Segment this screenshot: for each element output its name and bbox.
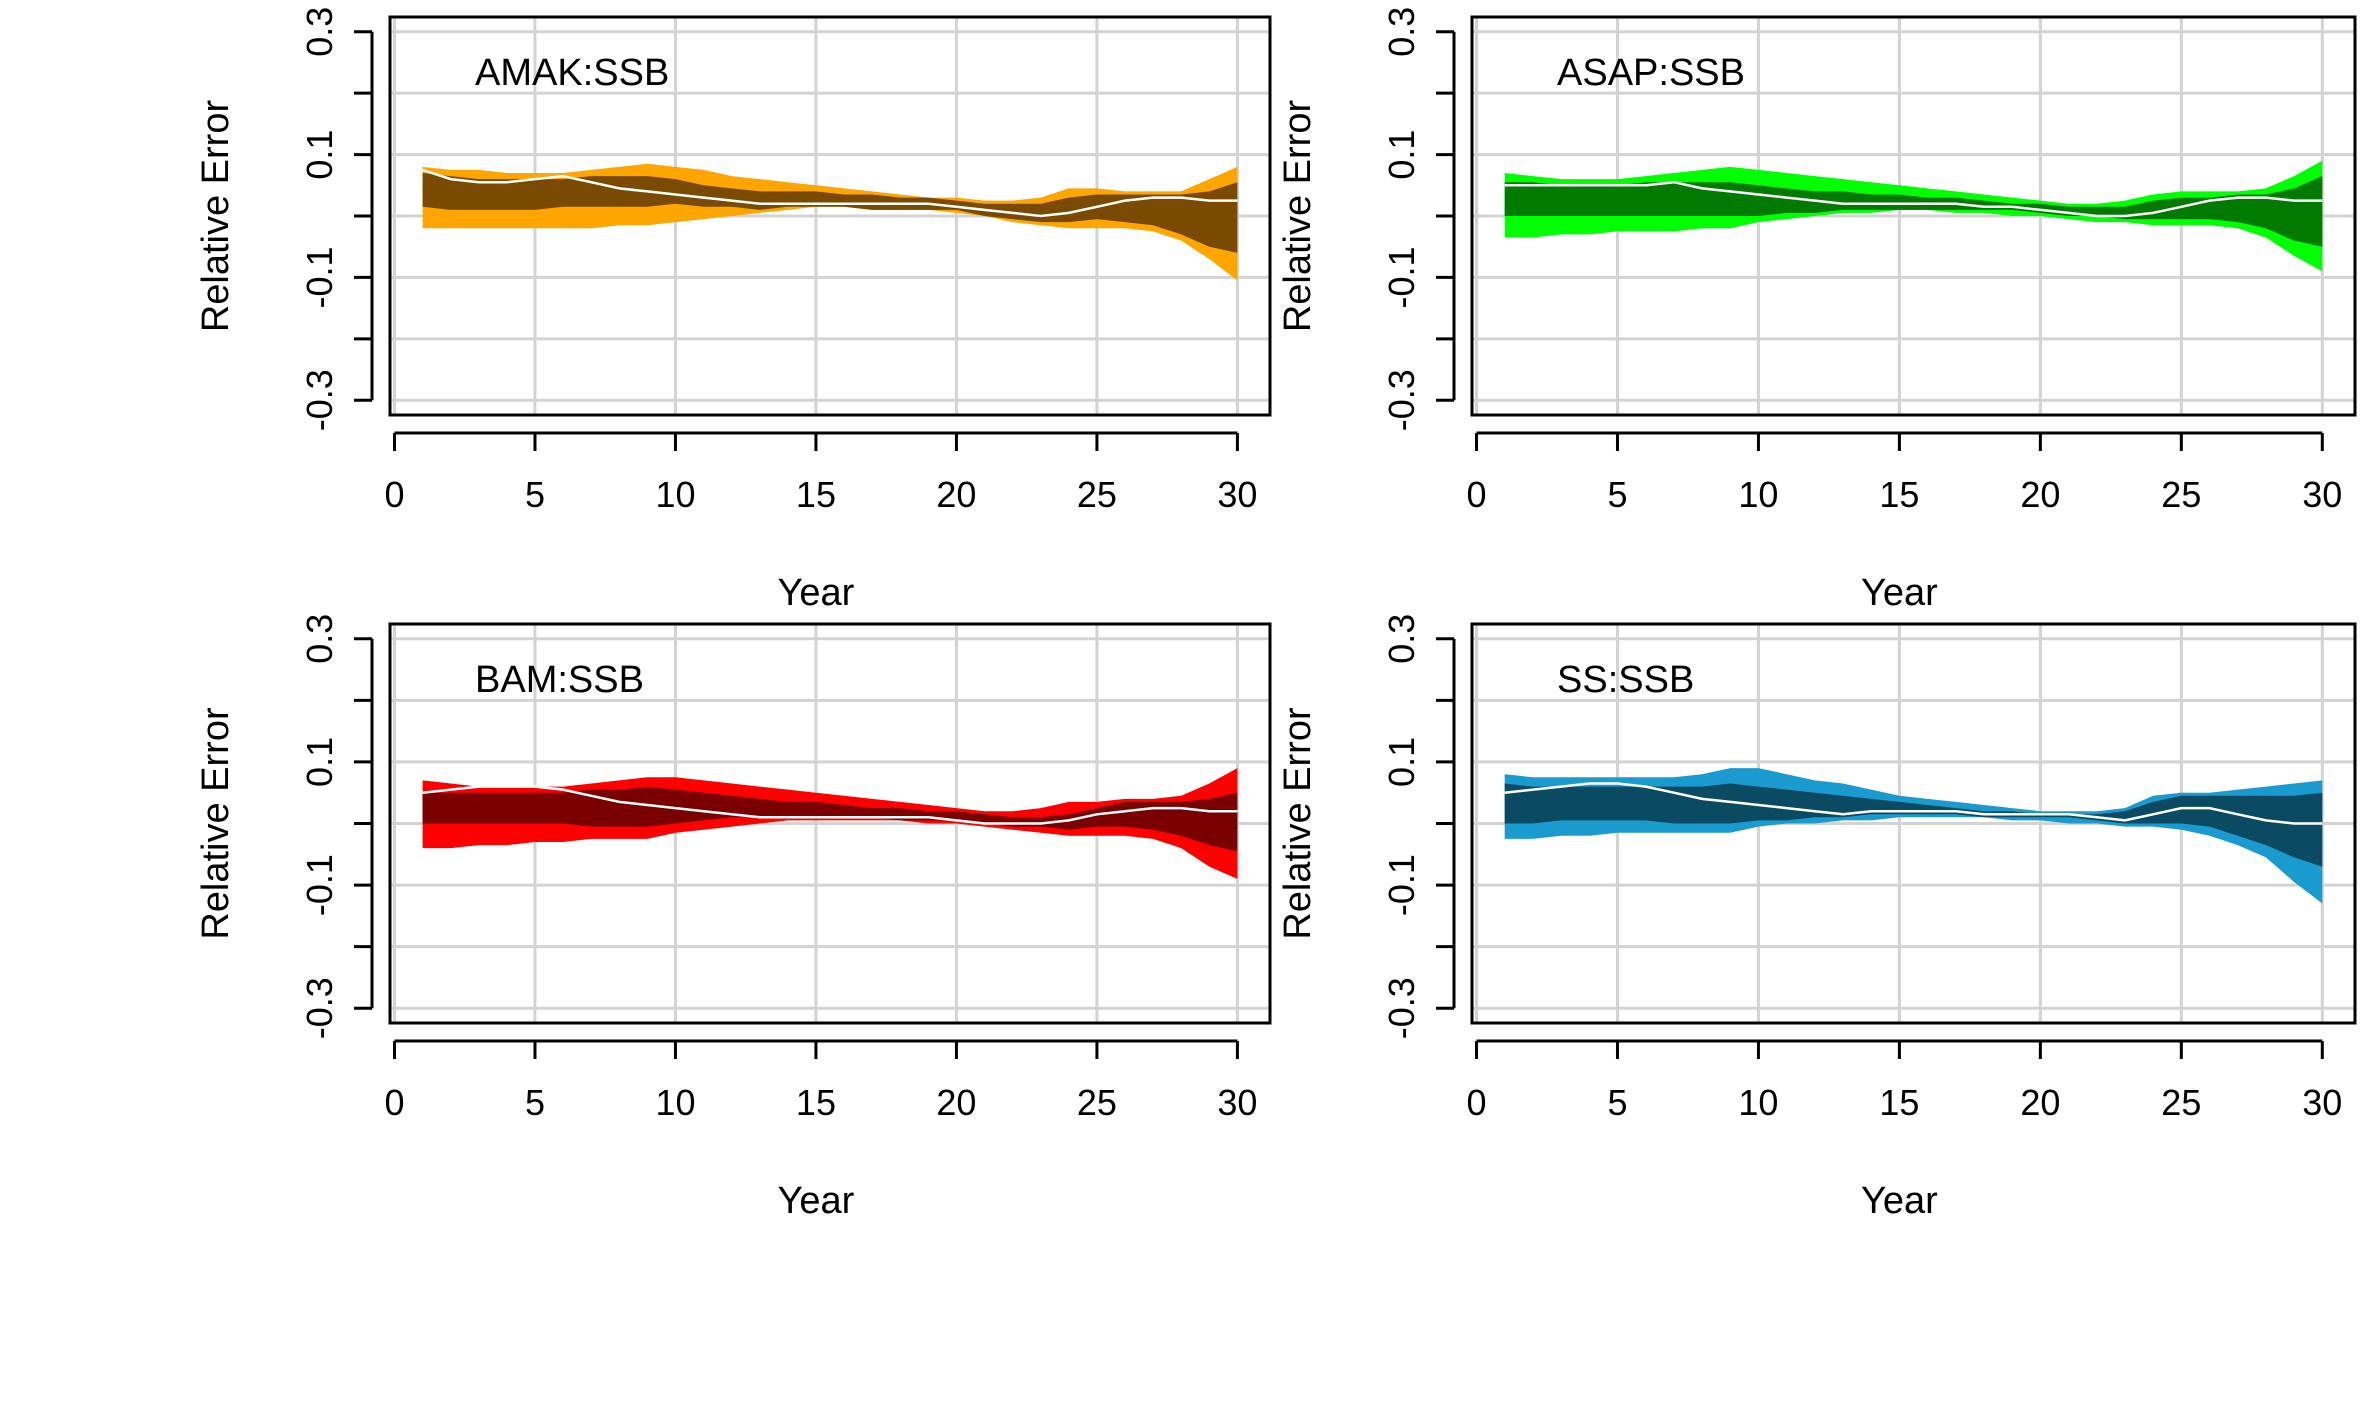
y-tick-label: 0.3 [299, 614, 340, 664]
y-axis-title: Relative Error [1277, 707, 1319, 940]
panel-title: SS:SSB [1557, 659, 1694, 701]
x-tick-label: 10 [655, 1082, 695, 1123]
x-tick-label: 0 [1466, 474, 1486, 515]
x-tick-label: 15 [796, 1082, 836, 1123]
x-tick-label: 0 [384, 474, 404, 515]
x-tick-label: 15 [1879, 1082, 1919, 1123]
x-axis-title: Year [778, 1180, 855, 1222]
y-axis-title: Relative Error [195, 707, 237, 940]
x-tick-label: 10 [655, 474, 695, 515]
y-tick-label: -0.1 [299, 854, 340, 916]
plot-frame [1470, 622, 2357, 1025]
y-tick-label: 0.1 [299, 130, 340, 180]
x-tick-label: 25 [2161, 474, 2201, 515]
x-tick-label: 30 [1217, 474, 1257, 515]
panel-title: AMAK:SSB [475, 52, 669, 94]
median-line [422, 785, 1238, 825]
y-axis-title: Relative Error [1277, 100, 1319, 333]
x-tick-label: 5 [525, 1082, 545, 1123]
y-tick-label: -0.1 [1381, 246, 1422, 308]
x-tick-label: 10 [1738, 474, 1778, 515]
x-axis-title: Year [778, 572, 855, 614]
y-tick-label: 0.3 [299, 7, 340, 57]
y-tick-label: -0.3 [1381, 977, 1422, 1039]
x-tick-label: 5 [525, 474, 545, 515]
panel-title: BAM:SSB [475, 659, 644, 701]
grid [1472, 17, 2355, 415]
y-tick-label: 0.1 [299, 737, 340, 787]
x-tick-label: 25 [1077, 1082, 1117, 1123]
y-tick-label: -0.1 [1381, 854, 1422, 916]
inner-band [1504, 783, 2323, 867]
panel-1: 0 5 10 15 20 25 30 -0.3 -0.1 0.1 0.3 Year Relative E… [195, 7, 1272, 614]
x-tick-label: 25 [2161, 1082, 2201, 1123]
panel-2: 0 5 10 15 20 25 30 -0.3 -0.1 0.1 0.3 Year Relative E… [1277, 7, 2357, 614]
median-line [1504, 180, 2323, 218]
median-line [422, 168, 1238, 218]
x-tick-label: 10 [1738, 1082, 1778, 1123]
x-tick-label: 20 [936, 474, 976, 515]
panel-4: 0 5 10 15 20 25 30 -0.3 -0.1 0.1 0.3 Year Relative E… [1277, 614, 2357, 1222]
y-tick-label: -0.3 [1381, 369, 1422, 431]
y-tick-label: 0.1 [1381, 130, 1422, 180]
x-tick-label: 5 [1607, 1082, 1627, 1123]
x-tick-label: 15 [1879, 474, 1919, 515]
median-line [1504, 782, 2323, 825]
x-tick-label: 30 [1217, 1082, 1257, 1123]
inner-band [1504, 176, 2323, 247]
x-tick-label: 0 [384, 1082, 404, 1123]
y-tick-label: -0.3 [299, 977, 340, 1039]
y-tick-label: 0.1 [1381, 737, 1422, 787]
y-tick-label: 0.3 [1381, 614, 1422, 664]
plot-frame [388, 15, 1272, 417]
plot-frame [388, 622, 1272, 1025]
x-tick-label: 30 [2302, 474, 2342, 515]
x-tick-label: 20 [2020, 474, 2060, 515]
y-tick-label: -0.3 [299, 369, 340, 431]
x-tick-label: 5 [1607, 474, 1627, 515]
x-tick-label: 15 [796, 474, 836, 515]
x-tick-label: 20 [2020, 1082, 2060, 1123]
x-tick-label: 20 [936, 1082, 976, 1123]
x-axis-title: Year [1861, 572, 1938, 614]
plot-frame [1470, 15, 2357, 417]
inner-band [422, 173, 1238, 253]
y-tick-label: 0.3 [1381, 7, 1422, 57]
y-tick-label: -0.1 [299, 246, 340, 308]
x-axis-title: Year [1861, 1180, 1938, 1222]
x-tick-label: 0 [1466, 1082, 1486, 1123]
x-tick-label: 25 [1077, 474, 1117, 515]
panel-3: 0 5 10 15 20 25 30 -0.3 -0.1 0.1 0.3 Year Relative E… [195, 614, 1272, 1222]
y-axis-title: Relative Error [195, 100, 237, 333]
panel-title: ASAP:SSB [1557, 52, 1745, 94]
x-tick-label: 30 [2302, 1082, 2342, 1123]
